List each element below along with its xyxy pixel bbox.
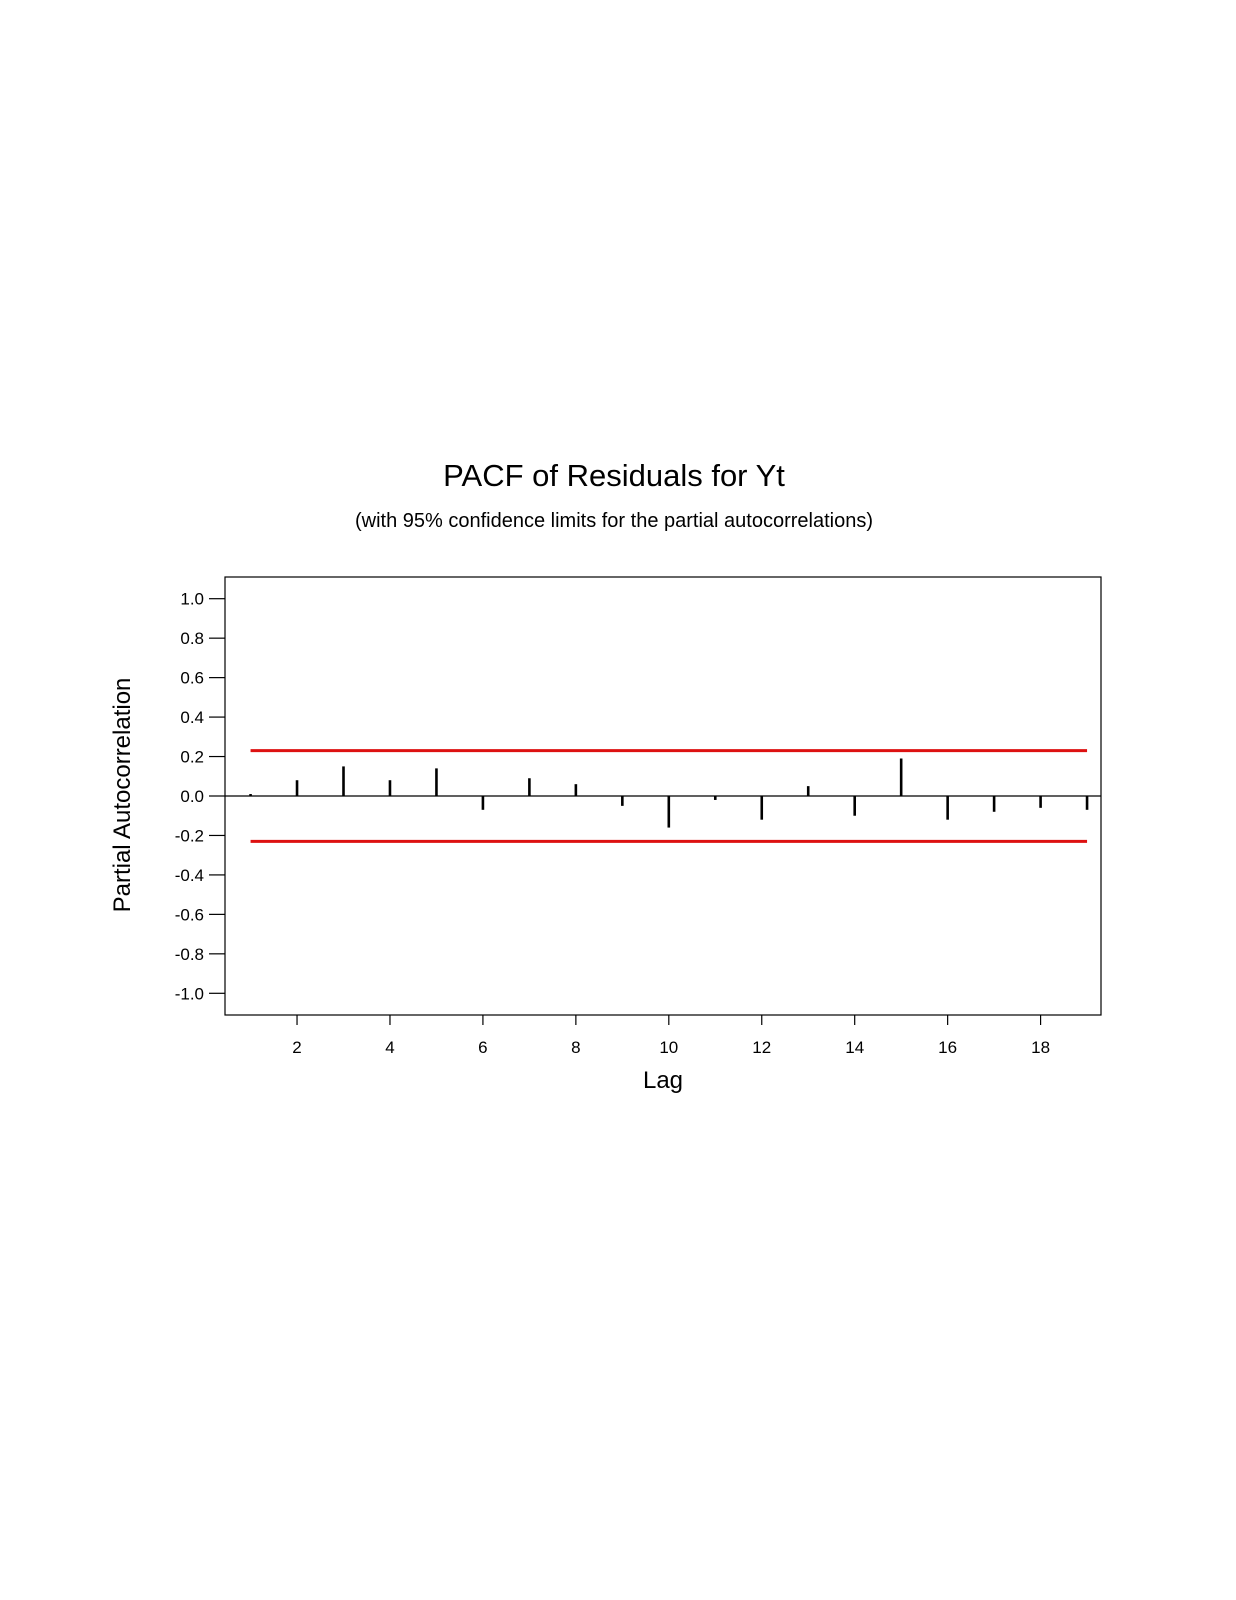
y-tick-label: -1.0 <box>175 984 204 1003</box>
x-tick-label: 4 <box>385 1038 394 1057</box>
y-tick-label: 0.8 <box>180 629 204 648</box>
y-tick-label: -0.6 <box>175 905 204 924</box>
y-tick-label: -0.8 <box>175 945 204 964</box>
y-tick-label: -0.4 <box>175 866 204 885</box>
y-tick-label: 1.0 <box>180 590 204 609</box>
x-tick-label: 16 <box>938 1038 957 1057</box>
chart-subtitle: (with 95% confidence limits for the part… <box>355 510 873 532</box>
pacf-bars <box>249 758 1089 828</box>
x-tick-label: 8 <box>571 1038 580 1057</box>
chart-title: PACF of Residuals for Yt <box>443 458 785 493</box>
x-tick-label: 2 <box>292 1038 301 1057</box>
y-axis: 1.0 0.8 0.6 0.4 0.2 0.0 -0.2 -0.4 -0.6 -0.8 -1.0 <box>175 590 225 1003</box>
confidence-limits <box>250 749 1088 843</box>
x-axis-label: Lag <box>643 1067 683 1094</box>
y-tick-label: 0.0 <box>180 787 204 806</box>
y-tick-label: 0.2 <box>180 748 204 767</box>
y-tick-label: 0.6 <box>180 669 204 688</box>
y-axis-label: Partial Autocorrelation <box>109 678 136 913</box>
y-tick-label: 0.4 <box>180 708 204 727</box>
x-axis: 2 4 6 8 10 12 14 16 18 <box>292 1015 1050 1057</box>
y-tick-label: -0.2 <box>175 826 204 845</box>
x-tick-label: 18 <box>1031 1038 1050 1057</box>
x-tick-label: 14 <box>845 1038 864 1057</box>
x-tick-label: 12 <box>752 1038 771 1057</box>
x-tick-label: 10 <box>659 1038 678 1057</box>
x-tick-label: 6 <box>478 1038 487 1057</box>
